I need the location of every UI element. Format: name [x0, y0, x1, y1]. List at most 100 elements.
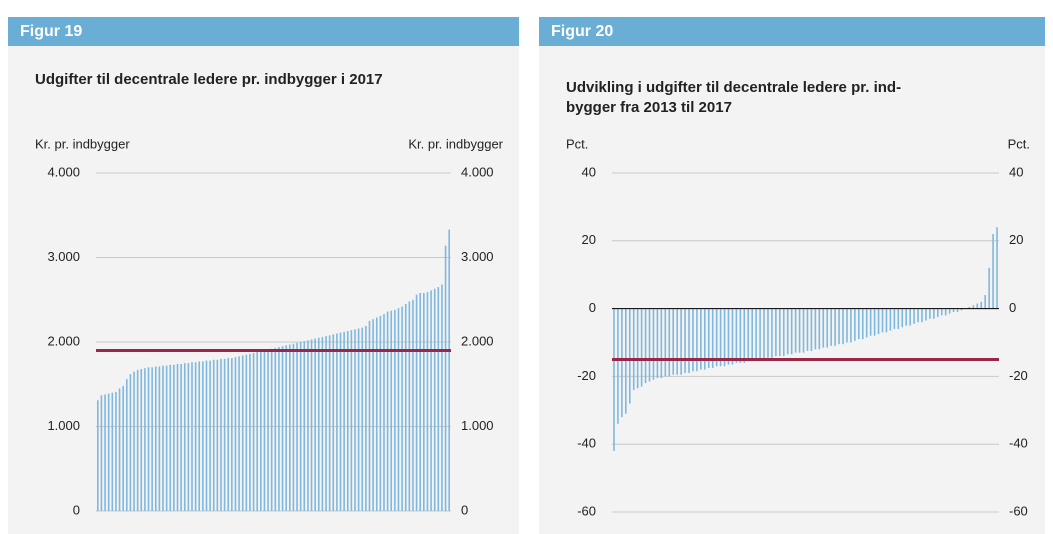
bar: [925, 308, 927, 321]
bar: [842, 308, 844, 345]
bar: [147, 367, 150, 511]
bar: [278, 347, 280, 511]
y2-tick-label: 2.000: [461, 333, 494, 348]
bar: [270, 348, 273, 511]
bar: [786, 308, 789, 355]
bar: [144, 368, 146, 511]
y-tick-label: -40: [577, 436, 596, 451]
bar: [346, 331, 349, 511]
bar: [885, 308, 888, 333]
y2-tick-label: -60: [1009, 503, 1028, 518]
bar: [368, 320, 371, 511]
y2-tick-label: 4.000: [461, 164, 494, 179]
bar: [988, 267, 990, 309]
bar: [779, 308, 781, 357]
panel-background: [539, 17, 1045, 534]
bar: [263, 350, 266, 511]
bar: [328, 335, 331, 511]
bar: [433, 288, 436, 511]
bar: [430, 290, 432, 511]
bar: [383, 314, 385, 511]
y-tick-label: 40: [582, 164, 596, 179]
bar: [238, 356, 240, 511]
bar: [798, 308, 801, 353]
bar: [180, 363, 182, 511]
bar: [810, 308, 813, 351]
bar: [936, 308, 939, 318]
bar: [672, 308, 675, 375]
bar: [676, 308, 678, 375]
bar: [234, 357, 237, 511]
bar: [216, 359, 219, 511]
bar: [339, 332, 342, 511]
bar: [133, 371, 135, 511]
bar: [394, 309, 396, 511]
bar: [865, 308, 868, 338]
bar: [893, 308, 896, 329]
bar: [129, 374, 132, 511]
bar: [260, 351, 262, 511]
bar: [861, 308, 864, 340]
chart-title: Udvikling i udgifter til decentrale lede…: [566, 79, 901, 96]
y-tick-label: 0: [73, 502, 80, 517]
y-axis-label: Kr. pr. indbygger: [35, 136, 130, 151]
bar: [107, 393, 110, 511]
bar: [858, 308, 860, 340]
bar: [715, 308, 718, 367]
bar: [782, 308, 785, 357]
bar: [652, 308, 655, 380]
bar: [996, 227, 998, 309]
bar: [361, 327, 364, 511]
bar: [187, 363, 190, 511]
bar: [933, 308, 935, 319]
bar: [771, 308, 773, 358]
bar: [921, 308, 923, 323]
bar: [968, 306, 971, 309]
bar: [274, 347, 277, 511]
bar: [869, 308, 872, 336]
bar: [136, 369, 139, 511]
bar: [889, 308, 892, 331]
bar: [814, 308, 817, 350]
bar: [613, 308, 615, 451]
bar: [636, 308, 639, 389]
bar: [644, 308, 647, 384]
y2-tick-label: 0: [461, 502, 468, 517]
bar: [220, 358, 222, 511]
bar: [202, 361, 204, 511]
panel-background: [8, 17, 519, 534]
bar: [173, 364, 175, 511]
bar: [125, 379, 128, 511]
bar: [854, 308, 856, 341]
bar: [696, 308, 698, 372]
bar: [617, 308, 619, 424]
figure-label: Figur 19: [20, 23, 82, 40]
y-tick-label: -60: [577, 503, 596, 518]
bar: [252, 352, 255, 511]
bar: [343, 331, 345, 511]
bar: [688, 308, 690, 374]
bar: [365, 325, 367, 511]
bar: [822, 308, 825, 348]
bar: [664, 308, 667, 377]
bar: [834, 308, 836, 346]
bar: [948, 308, 951, 314]
bar: [249, 353, 251, 511]
bar: [97, 400, 99, 511]
bar: [140, 369, 143, 511]
chart-title: Udgifter til decentrale ledere pr. indby…: [35, 71, 383, 88]
bar: [692, 308, 694, 372]
panel-header: [539, 17, 1045, 46]
y2-tick-label: 3.000: [461, 249, 494, 264]
bar: [209, 360, 211, 511]
bar: [444, 245, 447, 512]
bar: [632, 308, 635, 390]
bar: [191, 362, 193, 511]
bar: [115, 391, 117, 511]
bar: [700, 308, 702, 370]
bar: [397, 308, 400, 511]
bar: [267, 349, 269, 511]
bar: [212, 359, 215, 511]
bar: [992, 234, 994, 309]
